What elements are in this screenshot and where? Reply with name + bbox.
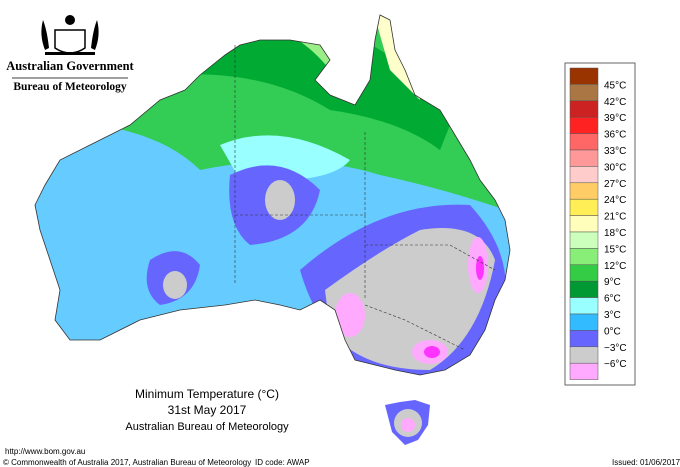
legend-label: 39°C	[604, 113, 626, 124]
legend-swatch	[569, 116, 599, 134]
legend-label: 9°C	[604, 277, 621, 288]
legend-swatch	[569, 166, 599, 184]
legend-label: 24°C	[604, 195, 626, 206]
legend-swatch	[569, 264, 599, 282]
header-subtitle: Bureau of Meteorology	[13, 81, 127, 93]
state-borders	[234, 45, 496, 351]
legend-label: 6°C	[604, 294, 621, 305]
footer-id: ID code: AWAP	[255, 458, 310, 467]
footer-copyright: © Commonwealth of Australia 2017, Austra…	[3, 458, 251, 467]
header-title: Australian Government	[6, 59, 134, 73]
legend-swatch	[569, 297, 599, 315]
legend-swatch	[569, 330, 599, 348]
legend-swatch	[569, 100, 599, 118]
caption-date: 31st May 2017	[168, 403, 247, 417]
legend-swatch	[569, 67, 599, 85]
legend-swatch	[569, 248, 599, 266]
legend-swatch	[569, 182, 599, 200]
legend-swatch	[569, 346, 599, 364]
legend-swatch	[569, 231, 599, 249]
footer-issued: Issued: 01/06/2017	[612, 458, 680, 467]
legend-swatch	[569, 149, 599, 167]
legend-swatch	[569, 362, 599, 380]
legend-label: 27°C	[604, 179, 626, 190]
legend: 45°C 42°C 39°C 36°C 33°C 30°C 27°C 24°C 21°C 18°C…	[569, 67, 627, 380]
legend-swatch	[569, 198, 599, 216]
legend-label: 36°C	[604, 130, 626, 141]
legend-label: 3°C	[604, 310, 621, 321]
legend-swatch	[569, 84, 599, 102]
legend-swatch	[569, 215, 599, 233]
legend-swatch	[569, 313, 599, 331]
legend-label: 12°C	[604, 261, 626, 272]
caption-title: Minimum Temperature (°C)	[135, 387, 279, 401]
legend-label: −3°C	[604, 343, 627, 354]
legend-label: 21°C	[604, 212, 626, 223]
legend-label: 33°C	[604, 146, 626, 157]
caption-source: Australian Bureau of Meteorology	[125, 421, 289, 433]
legend-label: 0°C	[604, 326, 621, 337]
legend-swatch	[569, 280, 599, 298]
legend-label: 15°C	[604, 244, 626, 255]
legend-label: −6°C	[604, 359, 627, 370]
footer-url: http://www.bom.gov.au	[5, 447, 85, 456]
legend-label: 45°C	[604, 80, 626, 91]
legend-label: 42°C	[604, 97, 626, 108]
legend-swatch	[569, 133, 599, 151]
legend-label: 18°C	[604, 228, 626, 239]
coat-of-arms	[41, 15, 99, 55]
legend-label: 30°C	[604, 162, 626, 173]
